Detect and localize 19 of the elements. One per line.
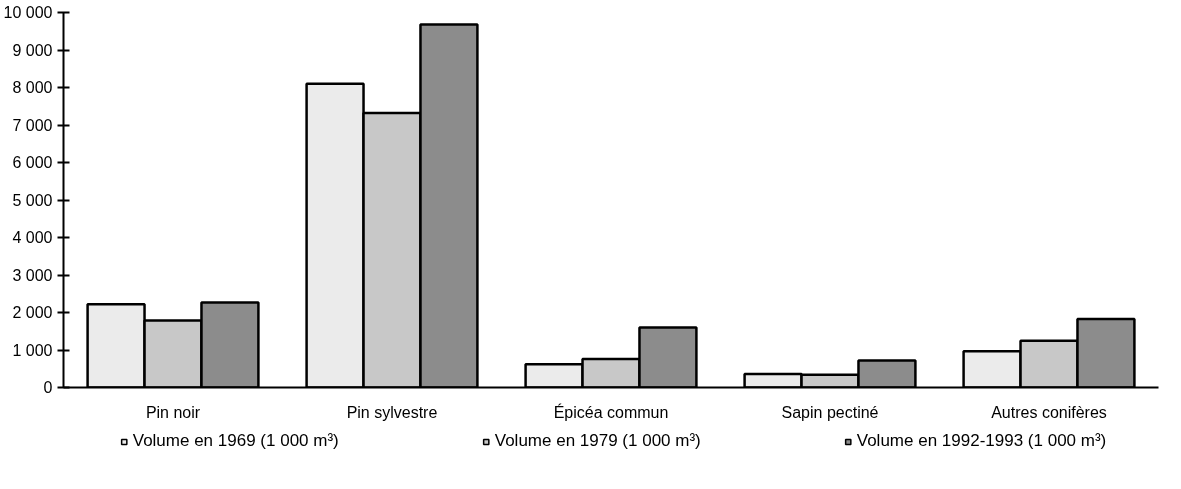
y-tick-label: 1 000 bbox=[12, 341, 53, 359]
y-tick-label: 5 000 bbox=[12, 191, 53, 209]
y-tick-label: 9 000 bbox=[12, 41, 53, 59]
legend-label: Volume en 1979 (1 000 m³) bbox=[494, 431, 701, 451]
y-tick-label: 3 000 bbox=[12, 266, 53, 284]
y-tick-label: 6 000 bbox=[12, 154, 53, 171]
legend-label: Volume en 1992-1993 (1 000 m³) bbox=[856, 431, 1107, 451]
x-tick-label: Pin sylvestre bbox=[346, 403, 438, 421]
y-tick-label: 2 000 bbox=[12, 304, 53, 321]
x-tick-label: Autres conifères bbox=[991, 403, 1107, 421]
legend-label: Volume en 1969 (1 000 m³) bbox=[132, 431, 339, 451]
x-tick-label: Sapin pectiné bbox=[781, 403, 879, 421]
y-tick-label: 0 bbox=[43, 379, 53, 396]
y-tick-label: 10 000 bbox=[3, 4, 53, 21]
y-tick-label: 4 000 bbox=[12, 229, 53, 246]
y-tick-label: 7 000 bbox=[12, 116, 53, 134]
x-tick-label: Pin noir bbox=[145, 403, 201, 421]
x-tick-label: Épicéa commun bbox=[553, 402, 669, 421]
y-tick-label: 8 000 bbox=[12, 79, 53, 96]
